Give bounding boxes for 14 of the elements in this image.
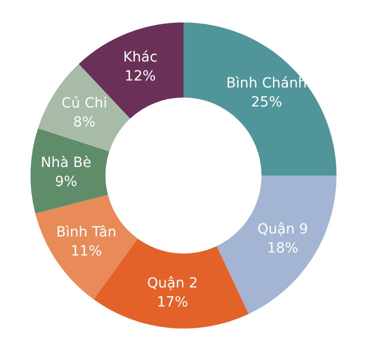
data-label: 18% — [267, 240, 298, 256]
slice-label: Quận 2 — [147, 275, 198, 292]
slice-label: Bình Chánh — [226, 75, 307, 92]
slice-label: Nhà Bè — [40, 154, 92, 171]
data-label: 8% — [73, 114, 96, 131]
slice-label: Khác — [123, 49, 158, 66]
data-label: 25% — [251, 94, 282, 110]
slice-label: Củ Chi — [61, 96, 108, 112]
data-label: 11% — [70, 244, 102, 260]
slice-label: Quận 9 — [257, 221, 308, 238]
data-label: 17% — [156, 294, 188, 310]
data-label: 12% — [124, 68, 156, 84]
slice-label: Bình Tân — [56, 224, 116, 241]
data-label: 9% — [54, 174, 78, 190]
